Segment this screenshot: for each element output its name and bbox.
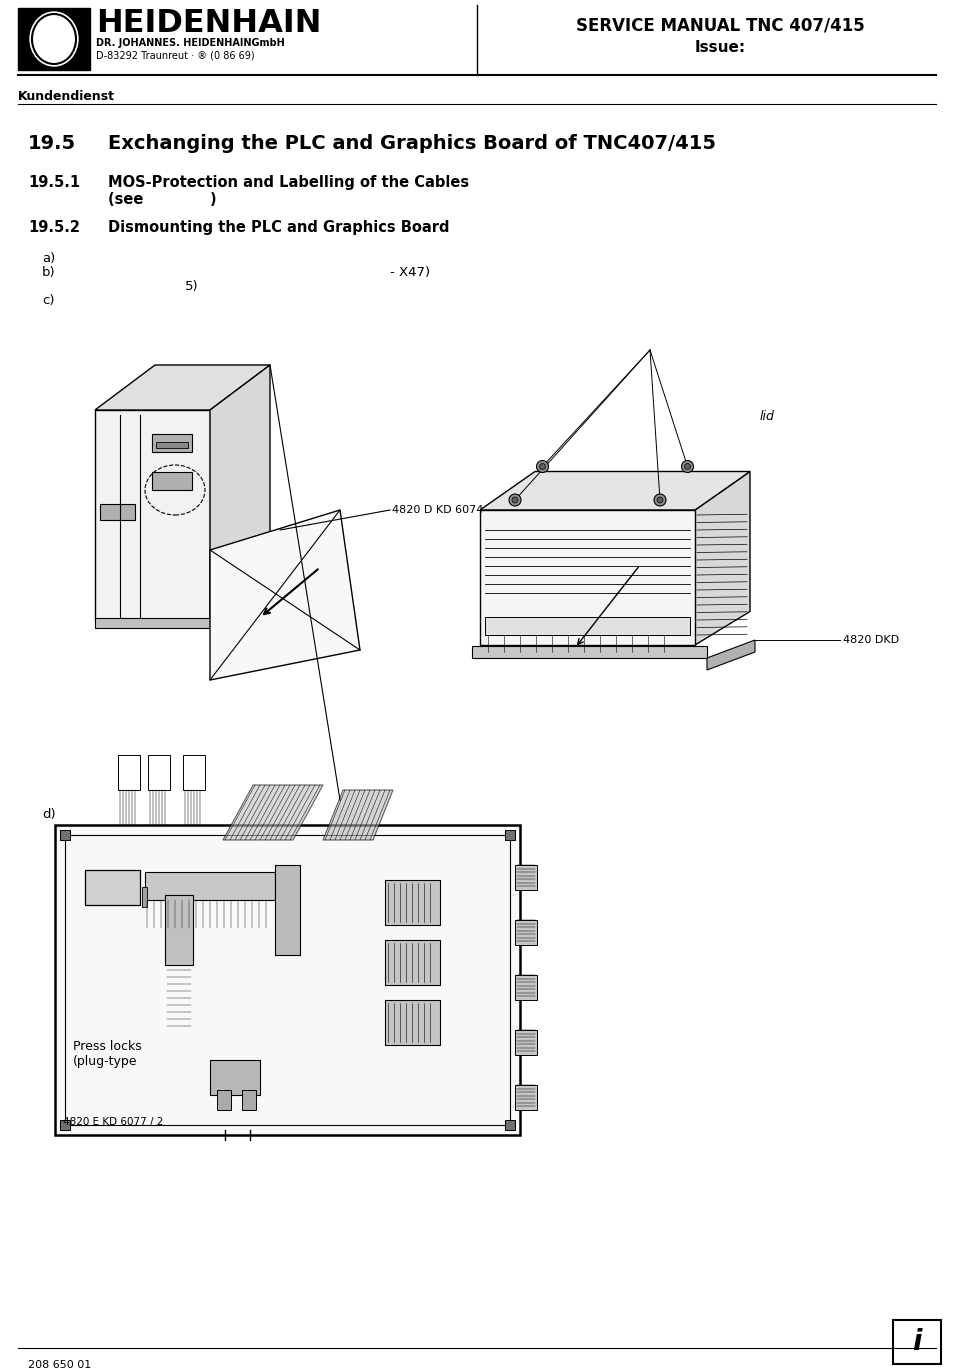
Polygon shape: [706, 639, 754, 670]
Text: 4820 E KD 6077 / 2: 4820 E KD 6077 / 2: [63, 1117, 163, 1126]
Polygon shape: [210, 365, 270, 620]
Text: lid: lid: [760, 410, 774, 423]
Polygon shape: [479, 472, 749, 510]
Bar: [85, 870, 140, 906]
Polygon shape: [323, 790, 393, 840]
Bar: [142, 888, 147, 907]
Text: 5): 5): [185, 280, 198, 294]
Bar: [152, 472, 192, 490]
Bar: [504, 830, 515, 840]
Polygon shape: [695, 472, 749, 645]
Text: 208 650 01: 208 650 01: [28, 1360, 91, 1371]
Bar: [165, 895, 193, 965]
Text: Press locks
(plug-type: Press locks (plug-type: [73, 1040, 142, 1067]
Circle shape: [509, 494, 520, 506]
Circle shape: [512, 497, 517, 504]
Bar: [55, 825, 519, 1135]
Bar: [216, 1089, 231, 1110]
Polygon shape: [210, 510, 359, 681]
Circle shape: [680, 461, 693, 472]
Bar: [152, 434, 192, 451]
Polygon shape: [223, 785, 323, 840]
Text: - X47): - X47): [390, 266, 430, 279]
Text: b): b): [42, 266, 55, 279]
Text: d): d): [42, 808, 55, 820]
Text: 4820 DKD: 4820 DKD: [842, 635, 898, 645]
Text: HEIDENHAIN: HEIDENHAIN: [96, 8, 321, 38]
Bar: [118, 755, 140, 790]
Polygon shape: [479, 510, 695, 645]
Circle shape: [536, 461, 548, 472]
Bar: [18, 8, 90, 70]
Bar: [515, 864, 537, 890]
Bar: [145, 873, 274, 900]
Text: MOS-Protection and Labelling of the Cables: MOS-Protection and Labelling of the Cabl…: [108, 176, 469, 189]
Text: Dismounting the PLC and Graphics Board: Dismounting the PLC and Graphics Board: [108, 220, 449, 235]
Text: a): a): [42, 252, 55, 265]
Text: (see             ): (see ): [108, 192, 216, 207]
Text: 19.5: 19.5: [28, 134, 76, 154]
Circle shape: [539, 464, 545, 469]
Bar: [484, 617, 689, 635]
Text: 19.5.2: 19.5.2: [28, 220, 80, 235]
Text: DR. JOHANNES. HEIDENHAINGmbH: DR. JOHANNES. HEIDENHAINGmbH: [96, 38, 284, 48]
Text: i: i: [911, 1328, 921, 1356]
Bar: [515, 975, 537, 1000]
Bar: [100, 504, 135, 520]
Bar: [65, 836, 510, 1125]
Bar: [183, 755, 205, 790]
Text: Issue:: Issue:: [694, 41, 745, 55]
Bar: [148, 755, 170, 790]
Bar: [892, 1320, 940, 1364]
Bar: [60, 1120, 70, 1131]
Bar: [210, 1061, 260, 1095]
Text: c): c): [42, 294, 54, 307]
Bar: [156, 442, 188, 449]
Text: 19.5.1: 19.5.1: [28, 176, 80, 189]
Text: Exchanging the PLC and Graphics Board of TNC407/415: Exchanging the PLC and Graphics Board of…: [108, 134, 716, 154]
Polygon shape: [95, 410, 210, 620]
Circle shape: [657, 497, 662, 504]
Text: SERVICE MANUAL TNC 407/415: SERVICE MANUAL TNC 407/415: [575, 16, 863, 34]
Bar: [515, 1030, 537, 1055]
Text: 4820 D KD 6074: 4820 D KD 6074: [392, 505, 483, 514]
Bar: [472, 646, 706, 659]
Bar: [385, 940, 439, 985]
Bar: [60, 830, 70, 840]
Bar: [274, 864, 299, 955]
Bar: [515, 1085, 537, 1110]
Ellipse shape: [30, 12, 78, 66]
Circle shape: [684, 464, 690, 469]
Bar: [515, 921, 537, 945]
Bar: [385, 879, 439, 925]
Bar: [504, 1120, 515, 1131]
Text: D-83292 Traunreut · ® (0 86 69): D-83292 Traunreut · ® (0 86 69): [96, 49, 254, 60]
Polygon shape: [95, 365, 270, 410]
Bar: [242, 1089, 255, 1110]
Bar: [385, 1000, 439, 1045]
Text: Kundendienst: Kundendienst: [18, 91, 115, 103]
Bar: [95, 617, 210, 628]
Circle shape: [654, 494, 665, 506]
